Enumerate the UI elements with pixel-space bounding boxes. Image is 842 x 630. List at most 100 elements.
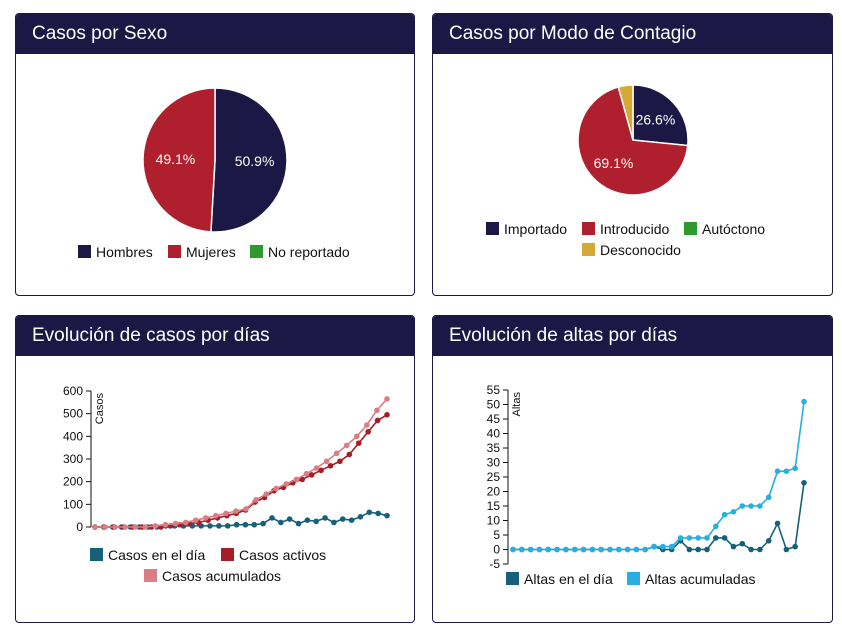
data-point[interactable] [739,540,746,547]
data-point[interactable] [142,524,149,530]
data-point[interactable] [704,546,710,553]
data-point[interactable] [660,543,666,550]
data-point[interactable] [519,546,525,553]
data-point[interactable] [375,510,381,517]
data-point[interactable] [792,465,798,472]
data-point[interactable] [339,516,346,522]
data-point[interactable] [713,535,719,541]
data-point[interactable] [704,535,710,541]
legend-item-hombres[interactable]: Hombres [78,244,153,260]
data-point[interactable] [765,494,772,501]
data-point[interactable] [616,546,622,553]
data-point[interactable] [313,518,320,525]
data-point[interactable] [152,523,159,529]
legend-item-autoctono[interactable]: Autóctono [684,221,765,237]
data-point[interactable] [333,450,340,457]
data-point[interactable] [365,429,371,435]
data-point[interactable] [366,509,373,516]
data-point[interactable] [677,535,684,541]
data-point[interactable] [346,451,353,458]
data-point[interactable] [774,468,781,474]
data-point[interactable] [322,515,328,521]
data-point[interactable] [355,440,362,446]
data-point[interactable] [223,510,229,517]
data-point[interactable] [304,517,311,523]
data-point[interactable] [721,535,728,541]
data-point[interactable] [695,546,701,553]
data-point[interactable] [348,517,355,523]
data-point[interactable] [757,503,763,509]
data-point[interactable] [510,546,516,553]
data-point[interactable] [202,515,209,521]
data-point[interactable] [162,521,169,528]
pie-slice-importado[interactable] [632,84,689,147]
data-point[interactable] [364,422,370,428]
data-point[interactable] [273,485,280,492]
data-point[interactable] [303,470,310,477]
data-point[interactable] [233,508,239,514]
data-point[interactable] [580,546,587,553]
data-point[interactable] [384,396,390,402]
data-point[interactable] [527,546,534,553]
data-point[interactable] [571,546,578,553]
data-point[interactable] [192,517,199,523]
data-point[interactable] [286,516,293,522]
data-point[interactable] [783,546,790,553]
data-point[interactable] [695,535,701,541]
data-point[interactable] [353,433,360,440]
data-point[interactable] [243,506,249,512]
data-point[interactable] [313,465,320,471]
data-point[interactable] [269,515,275,521]
data-point[interactable] [293,476,300,483]
data-point[interactable] [112,524,118,530]
data-point[interactable] [343,442,350,449]
data-point[interactable] [337,458,343,465]
data-point[interactable] [172,520,179,527]
data-point[interactable] [589,546,596,553]
data-point[interactable] [357,514,364,520]
data-point[interactable] [182,519,189,526]
data-point[interactable] [233,521,240,528]
data-point[interactable] [757,546,763,553]
legend-item-casos-dia[interactable]: Casos en el día [90,547,205,563]
data-point[interactable] [374,407,380,414]
data-point[interactable] [642,546,649,553]
data-point[interactable] [624,546,631,553]
data-point[interactable] [801,480,807,486]
data-point[interactable] [253,497,259,503]
data-point[interactable] [331,519,337,526]
data-point[interactable] [774,520,781,527]
data-point[interactable] [263,491,269,497]
data-point[interactable] [327,463,334,469]
legend-item-introducido[interactable]: Introducido [582,221,669,237]
data-point[interactable] [299,476,306,483]
data-point[interactable] [748,503,754,509]
pie-slice-desconocido[interactable] [617,84,634,141]
data-point[interactable] [668,543,675,550]
legend-item-casos-acumulados[interactable]: Casos acumulados [144,568,281,584]
pie-slice-hombres[interactable] [210,87,288,233]
data-point[interactable] [748,546,754,553]
legend-item-no-reportado[interactable]: No reportado [250,244,350,260]
data-point[interactable] [278,519,284,526]
data-point[interactable] [374,417,381,424]
data-point[interactable] [92,524,98,530]
data-point[interactable] [216,523,222,529]
data-point[interactable] [563,546,569,553]
legend-item-desconocido[interactable]: Desconocido [582,242,681,258]
pie-slice-introducido[interactable] [577,86,689,196]
data-point[interactable] [102,524,108,530]
data-point[interactable] [207,523,213,529]
legend-item-altas-dia[interactable]: Altas en el día [506,571,613,587]
data-point[interactable] [598,546,604,553]
data-point[interactable] [792,543,798,550]
data-point[interactable] [283,481,290,487]
data-point[interactable] [633,546,640,553]
data-point[interactable] [122,524,129,530]
data-point[interactable] [308,472,315,478]
data-point[interactable] [730,509,737,515]
data-point[interactable] [713,523,719,530]
data-point[interactable] [384,412,390,418]
data-point[interactable] [651,543,657,550]
data-point[interactable] [536,546,543,553]
